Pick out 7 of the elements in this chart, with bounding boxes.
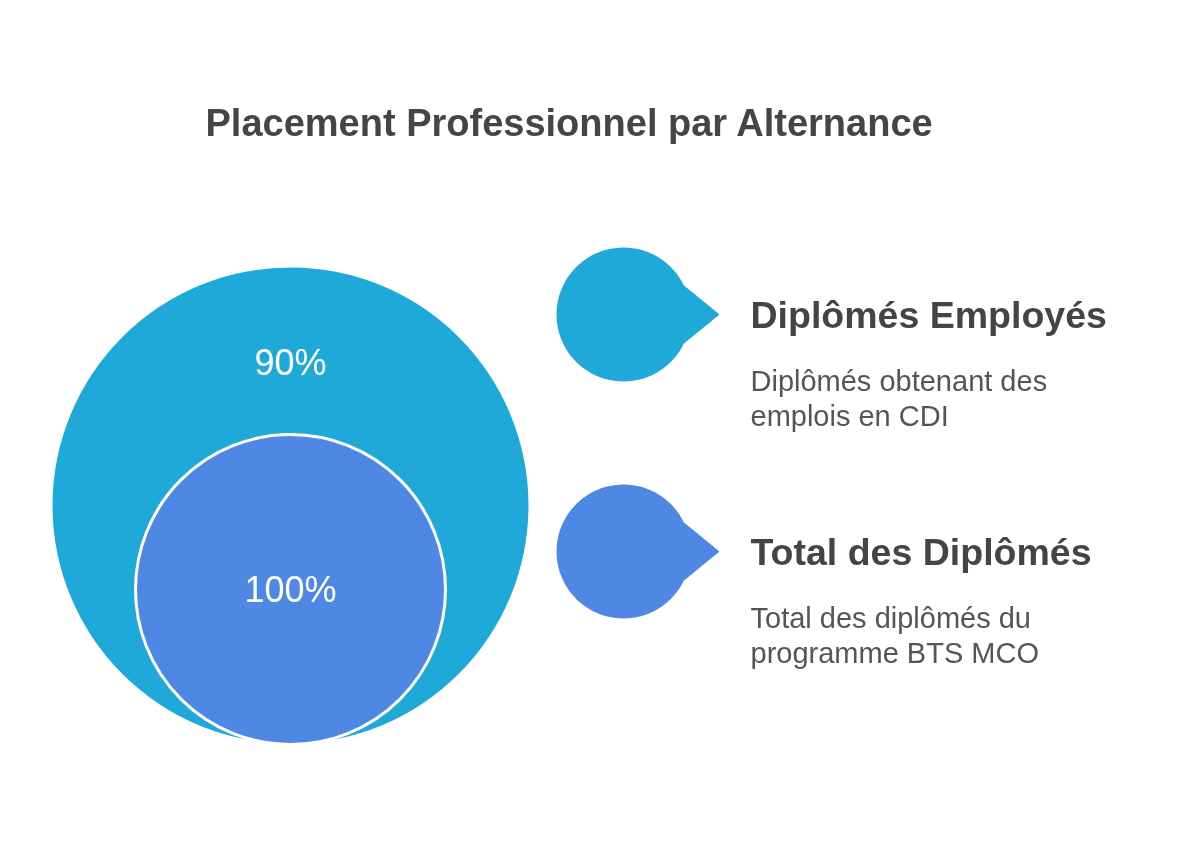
text: Total des diplômés du programme BTS MCO <box>750 601 1039 669</box>
text: Placement Professionnel par Alternance <box>205 101 933 144</box>
data-label: 90% <box>254 342 327 383</box>
text: Diplômés obtenant des emplois en CDI <box>750 364 1048 432</box>
category-label: Diplômés Employés <box>750 293 1107 336</box>
data-label: 100% <box>244 569 337 610</box>
category-label: Total des Diplômés <box>750 530 1092 573</box>
